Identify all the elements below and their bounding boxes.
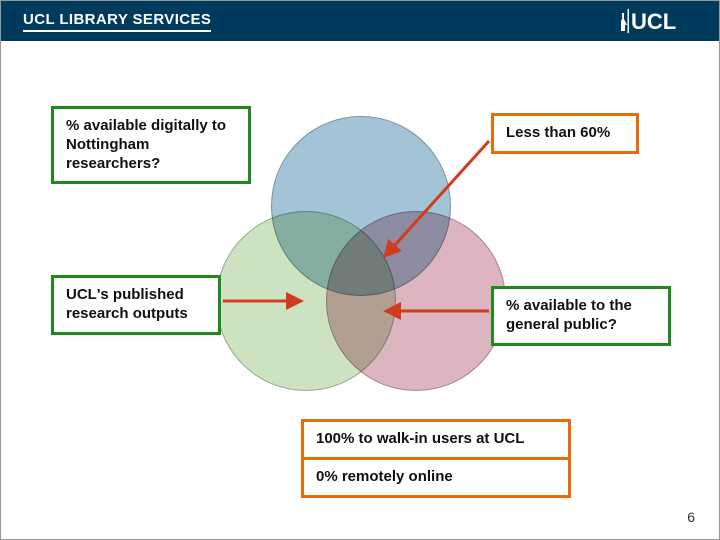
ucl-logo: UCL [621,7,701,35]
ucl-logo-icon: UCL [621,7,701,35]
box-less-than-60: Less than 60% [491,113,639,154]
box-public-question-text: % available to the general public? [506,297,632,333]
box-ucl-outputs: UCL's published research outputs [51,275,221,335]
box-digital-question-text: % available digitally to Nottingham rese… [66,117,226,172]
venn-circle-right [326,211,506,391]
header-title-text: UCL LIBRARY SERVICES [23,11,211,32]
box-remote: 0% remotely online [301,457,571,498]
header-title: UCL LIBRARY SERVICES [23,11,211,32]
header-bar: UCL LIBRARY SERVICES UCL [1,1,719,41]
box-less-than-60-text: Less than 60% [506,124,610,141]
box-walk-in: 100% to walk-in users at UCL [301,419,571,460]
box-public-question: % available to the general public? [491,286,671,346]
box-ucl-outputs-text: UCL's published research outputs [66,286,188,322]
box-digital-question: % available digitally to Nottingham rese… [51,106,251,184]
page-number: 6 [687,509,695,525]
slide: UCL LIBRARY SERVICES UCL [0,0,720,540]
svg-text:UCL: UCL [631,9,676,34]
box-remote-text: 0% remotely online [316,468,453,485]
box-walk-in-text: 100% to walk-in users at UCL [316,430,524,447]
